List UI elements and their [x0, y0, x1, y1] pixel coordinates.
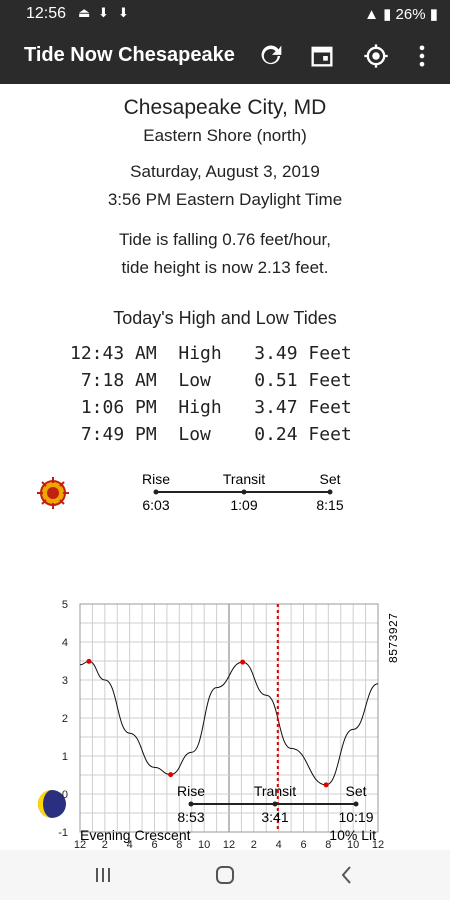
y-tick-label: 0 [62, 789, 68, 801]
y-tick-label: 1 [62, 751, 68, 763]
x-tick-label: 4 [276, 839, 282, 851]
tides-title: Today's High and Low Tides [113, 308, 337, 328]
battery-percent: 26% [395, 6, 426, 23]
moon-phase: Evening Crescent [80, 827, 191, 843]
download-icon: ⬇ [118, 5, 129, 20]
x-tick-label: 12 [74, 839, 86, 851]
status-right: ▲ ▮ 26% ▮ [364, 5, 438, 23]
back-button[interactable] [334, 862, 360, 888]
moon-transit-label: Transit [254, 783, 296, 799]
download-icon: ⬇ [98, 5, 109, 20]
sun-transit-time: 1:09 [230, 497, 257, 513]
x-tick-label: 2 [102, 839, 108, 851]
y-tick-label: -1 [58, 827, 68, 839]
moon-icon [38, 790, 66, 818]
tide-status-line1: Tide is falling 0.76 feet/hour, [118, 230, 331, 249]
moon-timeline: Rise Transit Set 8:53 3:41 10:19 Evening… [80, 783, 376, 843]
x-tick-label: 12 [372, 839, 384, 851]
y-tick-label: 5 [62, 599, 68, 611]
notification-icon: ⏏ [78, 5, 91, 20]
tide-extremum-point [168, 772, 174, 778]
tide-chart: Rise Transit Set 6:03 1:09 8:15 543210-1… [58, 471, 401, 851]
current-date: Saturday, August 3, 2019 [130, 162, 320, 181]
moon-lit: 10% Lit [329, 827, 376, 843]
y-tick-label: 4 [62, 637, 68, 649]
tide-row: 7:18 AM Low 0.51 Feet [70, 370, 352, 391]
x-tick-label: 10 [198, 839, 210, 851]
plot-border [79, 603, 379, 833]
recent-apps-button[interactable] [90, 862, 116, 888]
station-id: 8573927 [387, 613, 401, 663]
x-tick-label: 12 [223, 839, 235, 851]
content: Chesapeake City, MD Eastern Shore (north… [0, 84, 450, 851]
tide-extremum-point [323, 782, 329, 788]
sun-rise-label: Rise [142, 471, 170, 487]
y-tick-label: 2 [62, 713, 68, 725]
refresh-icon[interactable] [258, 42, 286, 70]
tide-extremum-point [86, 658, 92, 664]
sun-set-time: 8:15 [316, 497, 343, 513]
tide-row: 7:49 PM Low 0.24 Feet [70, 424, 352, 445]
tide-row: 1:06 PM High 3.47 Feet [70, 397, 352, 418]
moon-set-label: Set [345, 783, 366, 799]
y-tick-label: 3 [62, 675, 68, 687]
more-options-icon[interactable] [408, 42, 436, 70]
battery-icon: ▮ [429, 6, 438, 23]
x-tick-label: 8 [176, 839, 182, 851]
app-title: Tide Now Chesapeake [24, 44, 235, 66]
moon-rise-label: Rise [177, 783, 205, 799]
signal-icon: ▮ [383, 6, 392, 23]
x-tick-label: 6 [300, 839, 306, 851]
status-time: 12:56 [26, 5, 67, 22]
x-tick-label: 8 [325, 839, 331, 851]
calendar-icon[interactable] [308, 42, 336, 70]
location-icon[interactable] [362, 42, 390, 70]
navigation-bar [0, 850, 450, 900]
moon-transit-time: 3:41 [261, 809, 288, 825]
x-tick-label: 10 [347, 839, 359, 851]
sun-icon [37, 477, 69, 509]
status-bar: 12:56 ⏏ ⬇ ⬇ ▲ ▮ 26% ▮ [0, 0, 450, 28]
moon-rise-time: 8:53 [177, 809, 204, 825]
x-tick-label: 4 [127, 839, 133, 851]
x-tick-label: 6 [151, 839, 157, 851]
location-region: Eastern Shore (north) [143, 126, 307, 145]
sun-timeline: Rise Transit Set 6:03 1:09 8:15 [142, 471, 344, 513]
tide-row: 12:43 AM High 3.49 Feet [70, 343, 352, 364]
tide-extremum-point [240, 659, 246, 665]
sun-transit-label: Transit [223, 471, 265, 487]
current-time: 3:56 PM Eastern Daylight Time [107, 190, 343, 209]
location-name: Chesapeake City, MD [123, 96, 327, 119]
home-button[interactable] [212, 862, 238, 888]
sun-set-label: Set [319, 471, 340, 487]
x-tick-label: 2 [251, 839, 257, 851]
moon-set-time: 10:19 [338, 809, 373, 825]
tide-status-line2: tide height is now 2.13 feet. [121, 258, 329, 277]
wifi-icon: ▲ [364, 6, 379, 23]
app-bar: Tide Now Chesapeake [0, 28, 450, 84]
tides-table: 12:43 AM High 3.49 Feet 7:18 AM Low 0.51… [70, 340, 352, 448]
sun-rise-time: 6:03 [142, 497, 169, 513]
